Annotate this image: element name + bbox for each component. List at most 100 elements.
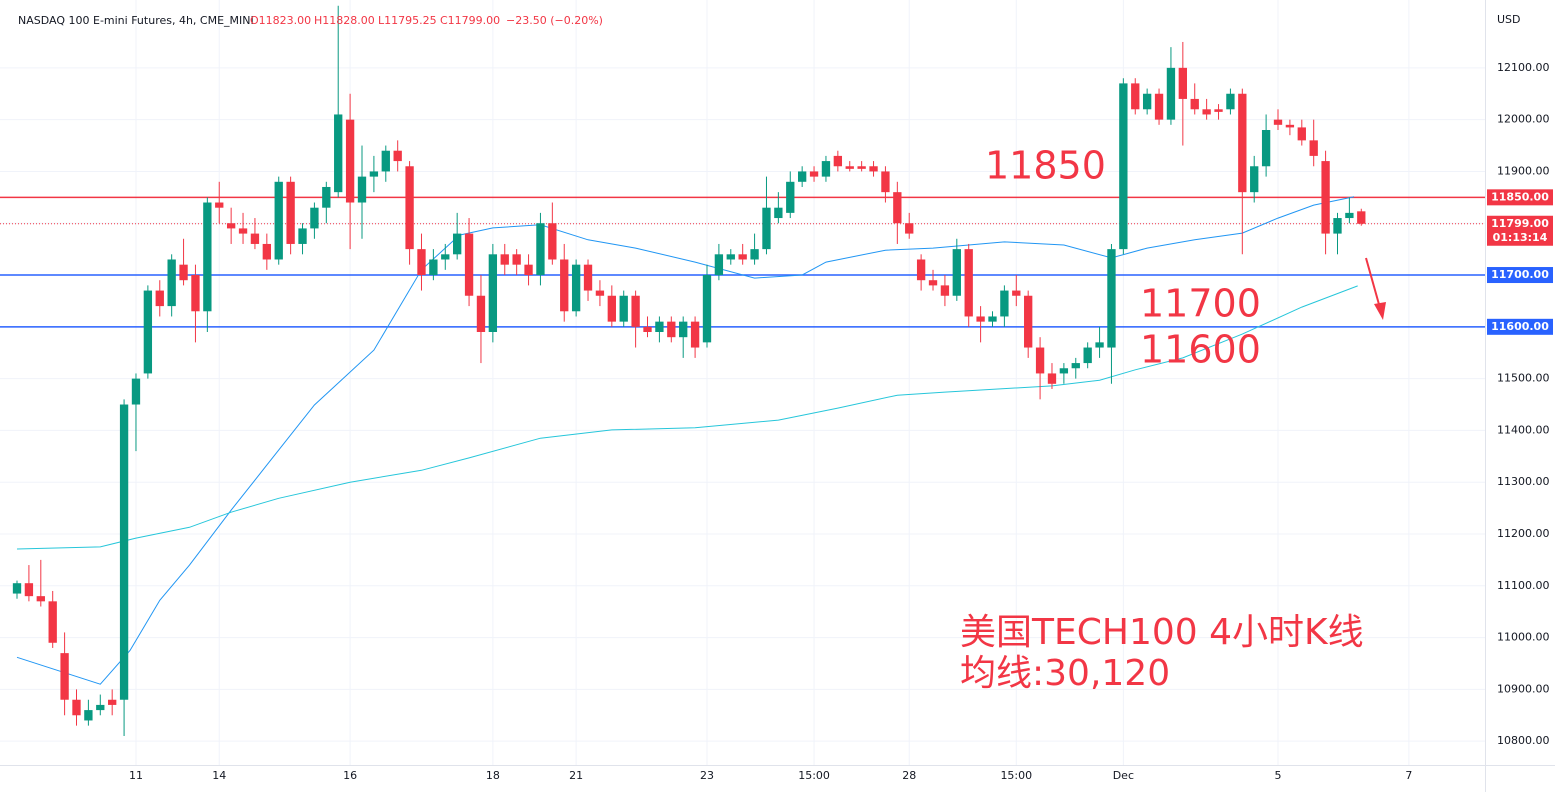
candle [631, 290, 640, 348]
y-tick-label: 11400.00 [1497, 423, 1550, 436]
candle [988, 311, 997, 327]
level-tag-label: 11850.00 [1491, 190, 1549, 203]
candle-body [1024, 295, 1033, 348]
candle-body [60, 653, 69, 700]
candle [226, 207, 236, 244]
candle [72, 689, 81, 726]
candle-body [928, 280, 938, 286]
candle [762, 176, 771, 255]
candle-body [595, 290, 605, 296]
annotation: 11600 [1140, 328, 1261, 372]
x-tick-label: 5 [1275, 769, 1282, 782]
candle [12, 580, 22, 599]
y-tick-label: 11100.00 [1497, 579, 1550, 592]
candle [500, 243, 509, 276]
candle-body [631, 295, 640, 327]
candle-body [238, 228, 248, 234]
candle [750, 233, 759, 265]
candle-body [179, 264, 188, 281]
level-tag-label: 11600.00 [1491, 320, 1549, 333]
candle-body [893, 192, 902, 224]
candle-body [571, 264, 581, 312]
candle-body [619, 295, 628, 322]
candle [964, 243, 973, 327]
candle-body [512, 254, 521, 265]
candle [1035, 337, 1045, 400]
candle [417, 233, 426, 291]
candle [607, 285, 616, 327]
candle [48, 590, 57, 648]
countdown: 01:13:14 [1493, 231, 1548, 244]
candle [679, 316, 688, 358]
candle [1083, 342, 1092, 369]
candle [595, 280, 605, 307]
ohlc-low: L11795.25 [378, 14, 437, 27]
x-tick-label: 7 [1405, 769, 1412, 782]
x-tick-label: 14 [212, 769, 226, 782]
candle-body [1214, 109, 1223, 112]
candle [833, 150, 843, 172]
candle-body [143, 290, 153, 374]
candle-body [905, 223, 914, 234]
candle [1047, 363, 1057, 389]
candle [1333, 212, 1342, 255]
candle-body [464, 233, 474, 296]
candle-body [869, 166, 878, 172]
candle [179, 238, 188, 286]
candle [952, 238, 961, 301]
candle-body [262, 243, 271, 260]
candle-body [988, 316, 997, 322]
candle [1250, 155, 1259, 203]
candle-body [1047, 373, 1057, 384]
candle-body [72, 699, 81, 716]
candle [714, 243, 724, 281]
candle-body [476, 295, 486, 333]
candle [1142, 88, 1152, 115]
candle [36, 559, 45, 607]
candle-body [357, 176, 367, 203]
candle-body [524, 264, 533, 276]
candle-body [1071, 363, 1080, 369]
candle-body [1059, 368, 1069, 374]
candle [1071, 357, 1080, 379]
candle [571, 259, 581, 317]
candle-body [1297, 127, 1306, 141]
candle [1166, 47, 1176, 125]
candle [345, 93, 355, 250]
moving-average [16, 285, 1358, 550]
y-tick-label: 11000.00 [1497, 631, 1550, 644]
candle-body [274, 181, 283, 260]
candle [1309, 119, 1318, 167]
candle-body [881, 171, 890, 193]
candle [464, 218, 474, 307]
ohlc-change: −23.50 (−0.20%) [506, 14, 603, 27]
candle-body [1012, 290, 1021, 296]
candle-body [12, 583, 22, 594]
candle [393, 140, 402, 172]
candle-body [1357, 211, 1366, 224]
candle-body [381, 150, 390, 172]
moving-average [16, 196, 1355, 685]
candle-body [976, 316, 985, 322]
candle-body [786, 181, 795, 213]
candle-body [1119, 83, 1128, 250]
annotation: 美国TECH100 4小时K线 [960, 612, 1364, 653]
arrow-shaft [1365, 257, 1381, 309]
candle [524, 254, 533, 286]
candle [881, 166, 890, 203]
candle-body [345, 119, 355, 203]
candle-body [405, 166, 414, 250]
candle [441, 243, 450, 270]
candle [845, 161, 854, 172]
axes: 10800.00 10900.00 11000.00 11100.00 11200.00… [129, 61, 1553, 782]
candle [238, 212, 248, 244]
candle-body [655, 321, 664, 333]
candle-body [131, 378, 141, 405]
candle [96, 694, 105, 716]
candle-body [797, 171, 807, 182]
candle [60, 632, 69, 716]
x-tick-label: 23 [700, 769, 714, 782]
y-tick-label: 12000.00 [1497, 113, 1550, 126]
candle [1059, 363, 1069, 384]
